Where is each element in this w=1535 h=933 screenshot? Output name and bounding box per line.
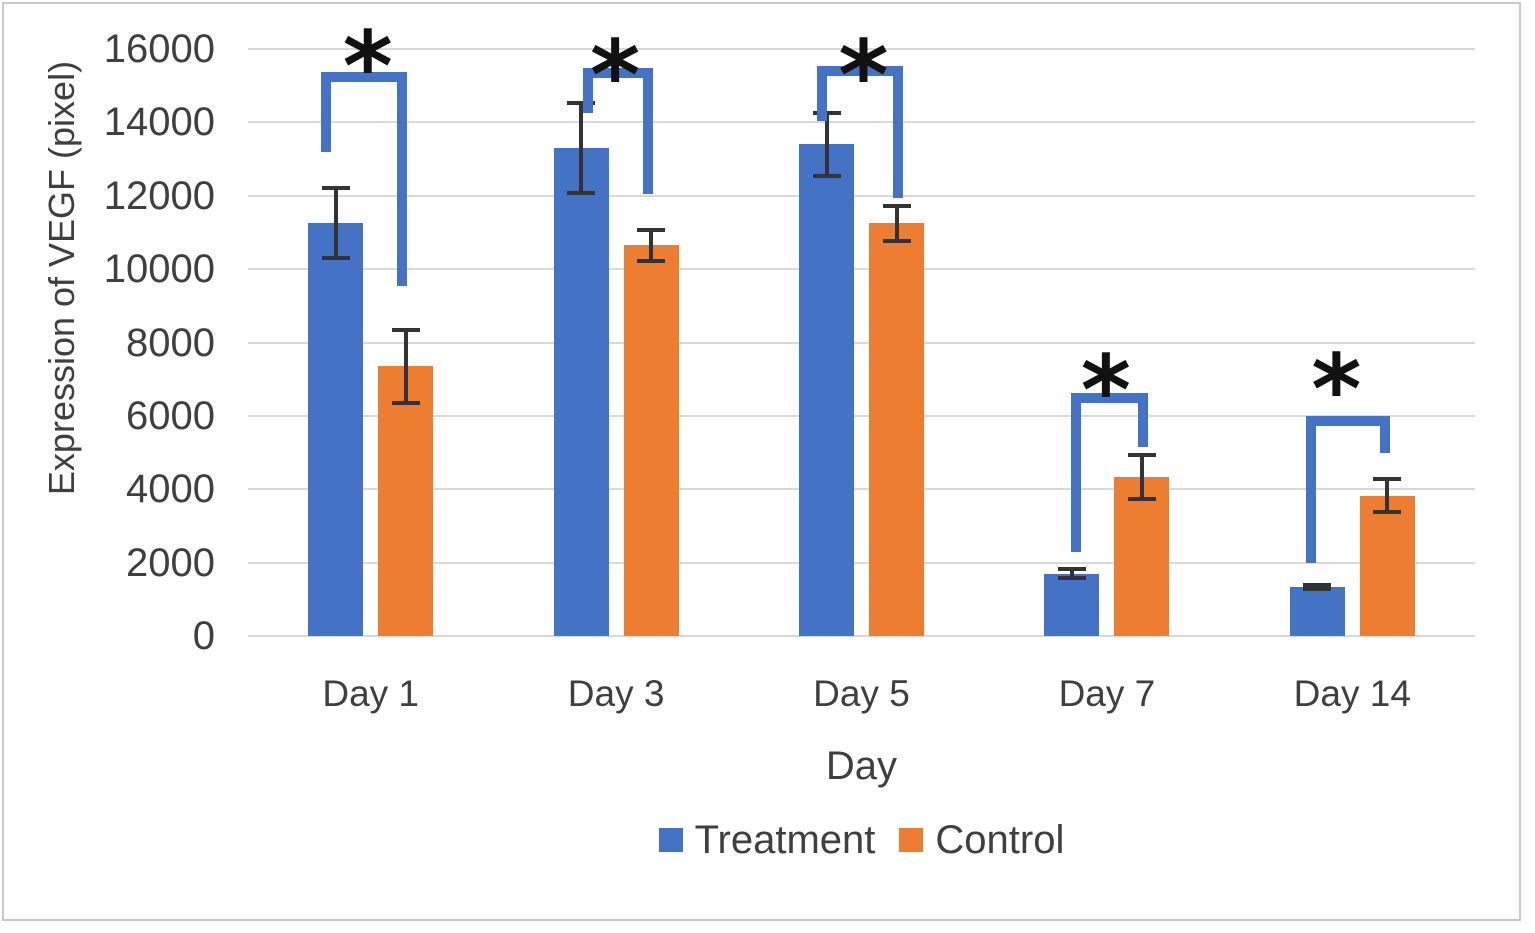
figure-border (2, 2, 1521, 921)
significance-bracket-left-leg-day-7 (1070, 392, 1081, 552)
significance-bracket-right-leg-day-5 (892, 66, 903, 198)
y-tick-label-2000: 2000 (126, 540, 215, 585)
error-bar-cap-top-control-day-7 (1127, 453, 1156, 458)
x-tick-label-day-5: Day 5 (813, 673, 910, 714)
significance-bracket-left-leg-day-3 (583, 67, 594, 114)
y-tick-label-6000: 6000 (126, 393, 215, 438)
x-tick-label-day-14: Day 14 (1293, 673, 1411, 714)
legend-label-control: Control (935, 818, 1065, 862)
error-bar-line-control-day-1 (403, 329, 408, 404)
x-axis-title: Day (825, 744, 898, 788)
error-bar-line-control-day-3 (649, 229, 654, 262)
significance-asterisk-day-5: * (838, 19, 889, 132)
error-bar-cap-top-treatment-day-3 (567, 101, 596, 106)
error-bar-cap-bottom-control-day-14 (1373, 509, 1402, 514)
significance-bracket-right-leg-day-14 (1380, 416, 1391, 453)
bar-control-day-5 (869, 223, 924, 636)
error-bar-cap-bottom-control-day-1 (391, 401, 420, 405)
bar-treatment-day-7 (1044, 573, 1100, 636)
error-bar-line-treatment-day-3 (579, 103, 584, 193)
significance-bracket-left-leg-day-14 (1306, 416, 1317, 563)
bar-treatment-day-14 (1289, 587, 1345, 636)
gridline-6000 (248, 414, 1475, 417)
bar-control-day-14 (1359, 495, 1415, 636)
error-bar-line-control-day-5 (894, 205, 899, 241)
bar-control-day-3 (623, 245, 679, 636)
gridline-2000 (248, 561, 1475, 564)
significance-bracket-bar-day-5 (816, 66, 903, 76)
error-bar-cap-top-control-day-5 (882, 203, 911, 208)
bar-control-day-7 (1114, 477, 1170, 636)
gridline-10000 (248, 268, 1475, 271)
y-tick-label-8000: 8000 (126, 320, 215, 365)
error-bar-line-treatment-day-1 (333, 188, 338, 259)
legend-item-control: Control (899, 818, 1064, 862)
error-bar-cap-top-treatment-day-1 (321, 186, 350, 191)
significance-bracket-right-leg-day-3 (643, 67, 654, 194)
error-bar-cap-bottom-treatment-day-7 (1057, 576, 1086, 581)
error-bar-cap-bottom-treatment-day-14 (1303, 587, 1332, 592)
significance-bracket-bar-day-14 (1306, 416, 1391, 427)
y-tick-label-4000: 4000 (126, 467, 215, 512)
error-bar-line-treatment-day-7 (1069, 568, 1074, 579)
legend: Treatment Control (248, 818, 1475, 862)
error-bar-line-control-day-14 (1385, 479, 1390, 512)
gridline-12000 (248, 194, 1475, 197)
error-bar-cap-bottom-treatment-day-3 (567, 190, 596, 195)
significance-bracket-bar-day-7 (1070, 392, 1148, 403)
gridline-8000 (248, 341, 1475, 344)
error-bar-cap-top-control-day-3 (637, 227, 666, 232)
significance-asterisk-day-7: * (1080, 335, 1131, 448)
significance-bracket-bar-day-3 (583, 67, 654, 78)
gridline-0 (248, 635, 1475, 637)
error-bar-cap-top-control-day-14 (1373, 477, 1402, 482)
bar-control-day-1 (378, 366, 434, 636)
treatment-swatch (658, 828, 683, 852)
error-bar-cap-bottom-treatment-day-5 (812, 174, 841, 179)
x-tick-label-day-1: Day 1 (322, 673, 420, 714)
gridline-16000 (248, 48, 1475, 50)
error-bar-line-treatment-day-14 (1315, 585, 1320, 590)
legend-item-treatment: Treatment (658, 818, 876, 862)
error-bar-cap-top-treatment-day-5 (812, 110, 841, 115)
error-bar-cap-top-treatment-day-14 (1303, 583, 1332, 587)
gridline-4000 (248, 488, 1475, 491)
legend-label-treatment: Treatment (694, 818, 876, 862)
significance-bracket-right-leg-day-7 (1137, 392, 1148, 447)
y-tick-label-12000: 12000 (103, 173, 215, 218)
bar-treatment-day-3 (553, 148, 609, 636)
error-bar-cap-bottom-control-day-7 (1127, 497, 1156, 502)
error-bar-cap-bottom-control-day-5 (882, 238, 911, 243)
significance-bracket-left-leg-day-1 (320, 71, 331, 152)
error-bar-cap-bottom-treatment-day-1 (321, 256, 350, 261)
y-axis-title: Expression of VEGF (pixel) (41, 60, 82, 496)
y-tick-label-16000: 16000 (103, 27, 215, 71)
error-bar-line-treatment-day-5 (824, 112, 829, 177)
error-bar-cap-bottom-control-day-3 (637, 259, 666, 264)
error-bar-line-control-day-7 (1139, 455, 1144, 500)
gridline-14000 (248, 121, 1475, 124)
error-bar-cap-top-treatment-day-7 (1057, 566, 1086, 571)
y-tick-label-10000: 10000 (103, 247, 215, 292)
control-swatch (899, 828, 924, 852)
y-tick-label-0: 0 (192, 614, 215, 658)
error-bar-cap-top-control-day-1 (391, 327, 420, 332)
significance-asterisk-day-14: * (1311, 333, 1362, 446)
significance-asterisk-day-1: * (342, 10, 393, 123)
x-tick-label-day-3: Day 3 (567, 673, 665, 714)
significance-bracket-bar-day-1 (320, 71, 407, 82)
significance-bracket-right-leg-day-1 (396, 71, 407, 286)
significance-asterisk-day-3: * (589, 19, 641, 132)
bar-treatment-day-5 (799, 144, 854, 636)
y-tick-label-14000: 14000 (103, 100, 215, 145)
x-tick-label-day-7: Day 7 (1058, 673, 1156, 714)
bar-treatment-day-1 (308, 223, 364, 636)
significance-bracket-left-leg-day-5 (816, 66, 827, 121)
